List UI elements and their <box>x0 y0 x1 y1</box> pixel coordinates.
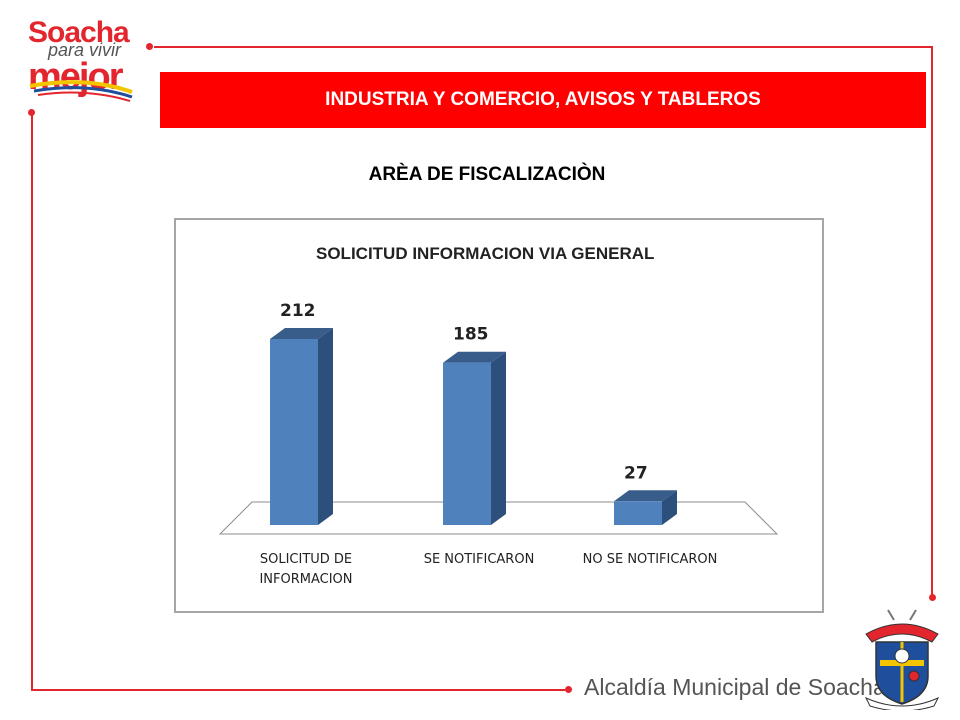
frame-right-line <box>931 46 933 596</box>
logo-soacha-text: Soacha <box>28 16 130 49</box>
bar-chart: SOLICITUD INFORMACION VIA GENERAL 212 SOL… <box>174 218 824 613</box>
frame-dot-bottom <box>565 686 572 693</box>
banner-title: INDUSTRIA Y COMERCIO, AVISOS Y TABLEROS <box>325 89 761 110</box>
logo-para-vivir-text: para vivir <box>48 40 122 60</box>
data-label-1: 212 <box>280 301 316 321</box>
chart-title: SOLICITUD INFORMACION VIA GENERAL <box>316 244 654 263</box>
section-subtitle: ARÈA DE FISCALIZACIÒN <box>368 164 606 185</box>
footer-alcaldia-text: Alcaldía Municipal de Soacha <box>584 674 886 700</box>
category-label-1: SOLICITUD DE INFORMACION <box>259 552 352 587</box>
logo-swoosh-icon <box>29 80 133 102</box>
bar-3 <box>614 490 677 525</box>
category-label-2: SE NOTIFICARON <box>424 552 535 567</box>
bar-1 <box>270 328 333 525</box>
chart-canvas: SOLICITUD INFORMACION VIA GENERAL 212 SOL… <box>218 244 779 587</box>
category-label-3: NO SE NOTIFICARON <box>583 552 718 567</box>
data-label-3: 27 <box>624 463 648 483</box>
coat-of-arms-icon <box>864 609 940 710</box>
frame-dot-right <box>929 594 936 601</box>
frame-top-line <box>154 46 932 48</box>
header-banner: INDUSTRIA Y COMERCIO, AVISOS Y TABLEROS <box>160 72 926 128</box>
bar-2 <box>443 351 506 525</box>
frame-left-line <box>31 112 33 690</box>
soacha-logo: Soacha para vivir mejor <box>26 16 156 102</box>
frame-bottom-line <box>31 689 565 691</box>
frame-dot-top <box>146 43 153 50</box>
data-label-2: 185 <box>453 325 489 345</box>
frame-dot-left <box>28 109 35 116</box>
